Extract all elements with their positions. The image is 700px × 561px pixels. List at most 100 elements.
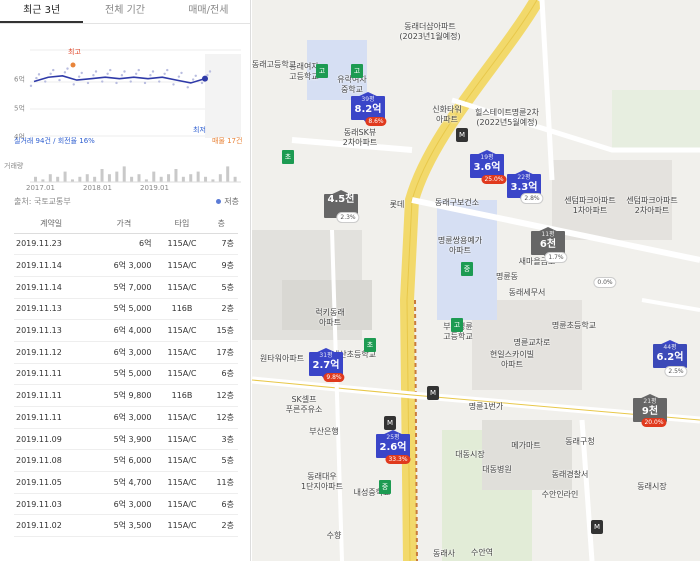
map-label[interactable]: 동래더샵아파트 (2023년1월예정) <box>399 22 461 41</box>
volume-bar <box>159 176 163 182</box>
col-price[interactable]: 가격 <box>88 214 160 234</box>
map-label[interactable]: 동래구청 <box>565 437 595 446</box>
map-label[interactable]: 동래여자 고등학교 <box>289 62 319 81</box>
price-cell: 6억 3,000 <box>88 493 160 516</box>
map-label[interactable]: 부산은행 <box>309 427 339 436</box>
deal-point <box>63 71 67 74</box>
apartment-price-marker[interactable]: 39평 8.2억 <box>351 92 385 125</box>
map-label[interactable]: 센텀파크아파트 2차아파트 <box>626 196 678 215</box>
subway-icon[interactable]: M <box>591 520 603 534</box>
school-icon[interactable]: 초 <box>364 338 376 352</box>
type-cell: 115A/C <box>159 471 205 494</box>
type-cell: 115A/C <box>159 319 205 342</box>
col-contract-date[interactable]: 계약일 <box>14 214 89 234</box>
floor-cell: 5층 <box>204 276 238 299</box>
map-label[interactable]: 동래시장 <box>637 482 667 491</box>
map-label[interactable]: 현일스카이빌 아파트 <box>489 350 535 369</box>
school-icon[interactable]: 고 <box>351 64 363 78</box>
apartment-price-marker[interactable]: 31평 2.7억 <box>309 348 343 381</box>
map-label[interactable]: 동래세무서 <box>508 288 546 297</box>
listing-range-box <box>205 54 241 138</box>
building-block <box>552 160 672 240</box>
contract-date-cell: 2019.11.05 <box>14 471 89 494</box>
school-icon[interactable]: 고 <box>451 318 463 332</box>
map-label[interactable]: 대동병원 <box>482 465 512 474</box>
table-row[interactable]: 2019.11.09 5억 3,900 115A/C 3층 <box>14 428 238 451</box>
map-label[interactable]: 명륜교차로 <box>513 338 551 347</box>
table-row[interactable]: 2019.11.11 5억 9,800 116B 12층 <box>14 384 238 407</box>
map-label[interactable]: 동래사 <box>432 549 456 558</box>
map-label[interactable]: 럭키동래 아파트 <box>315 308 345 327</box>
map-label[interactable]: 신화타워 아파트 <box>432 105 462 124</box>
map-label[interactable]: 수안역 <box>470 548 494 557</box>
table-row[interactable]: 2019.11.14 5억 7,000 115A/C 5층 <box>14 276 238 299</box>
table-row[interactable]: 2019.11.11 6억 3,000 115A/C 12층 <box>14 406 238 429</box>
map-label[interactable]: 내산초등학교 <box>331 350 377 359</box>
low-floor-legend: 저층 <box>216 196 239 207</box>
table-row[interactable]: 2019.11.13 5억 5,000 116B 2층 <box>14 298 238 321</box>
map-label[interactable]: 수향 <box>326 531 342 540</box>
map-view[interactable]: 동래더샵아파트 (2023년1월예정) 힐스테이트명륜2차 (2022년5월예정) … <box>252 0 700 561</box>
deal-point <box>77 75 81 78</box>
school-icon[interactable]: 초 <box>282 150 294 164</box>
volume-bar <box>130 176 134 182</box>
map-label[interactable]: 새마을금고 <box>518 257 556 266</box>
map-label[interactable]: SK셀프 푸른주유소 <box>285 395 323 414</box>
tab-recent-3-years[interactable]: 최근 3년 <box>0 0 84 23</box>
subway-icon[interactable]: M <box>456 128 468 142</box>
map-label[interactable]: 내성중학교 <box>353 488 391 497</box>
price-cell: 5억 9,800 <box>88 384 160 407</box>
road <box>539 0 555 181</box>
map-label[interactable]: 대동시장 <box>455 450 485 459</box>
tab-all-period[interactable]: 전체 기간 <box>105 5 145 16</box>
table-row[interactable]: 2019.11.23 6억 115A/C 7층 <box>14 233 238 256</box>
apartment-price-marker[interactable]: 44평 6.2억 <box>653 340 687 373</box>
map-label[interactable]: 유락여자 중학교 <box>337 75 367 94</box>
floor-cell: 6층 <box>204 493 238 516</box>
map-label[interactable]: 명륜쌍용예가 아파트 <box>437 236 483 255</box>
tab-trade-type[interactable]: 매매/전세 <box>188 5 229 16</box>
deal-point <box>143 81 147 85</box>
map-label[interactable]: 원타워아파트 <box>259 354 305 363</box>
map-label[interactable]: 롯데 <box>389 200 405 209</box>
map-label[interactable]: 명륜초등학교 <box>551 321 597 330</box>
deal-point <box>123 70 126 73</box>
map-label[interactable]: 명륜동 <box>495 272 519 281</box>
y-tick-label: 5억 <box>14 104 25 112</box>
map-label[interactable]: 동래고등학교 <box>252 60 297 69</box>
table-row[interactable]: 2019.11.11 5억 5,000 115A/C 6층 <box>14 363 238 386</box>
school-icon[interactable]: 고 <box>316 64 328 78</box>
subway-icon[interactable]: M <box>384 416 396 430</box>
school-icon[interactable]: 중 <box>379 480 391 494</box>
map-label[interactable]: 힐스테이트명륜2차 (2022년5월예정) <box>475 108 539 127</box>
table-row[interactable]: 2019.11.14 6억 3,000 115A/C 9층 <box>14 254 238 277</box>
table-row[interactable]: 2019.11.12 6억 3,000 115A/C 17층 <box>14 341 238 364</box>
school-icon[interactable]: 중 <box>461 262 473 276</box>
map-label[interactable]: 메가마트 <box>511 441 541 450</box>
table-row[interactable]: 2019.11.08 5억 6,000 115A/C 5층 <box>14 449 238 473</box>
map-label[interactable]: 동래대우 1단지아파트 <box>301 472 343 491</box>
map-label[interactable]: 동래SK뷰 2차아파트 <box>342 128 378 147</box>
map-label[interactable]: 수안인라인 <box>541 490 579 499</box>
transaction-panel: 최근 3년 전체 기간 매매/전세 6억 5억 4억 2017.01 2018.01 20… <box>0 0 251 561</box>
deal-point <box>206 74 209 77</box>
contract-date-cell: 2019.11.13 <box>14 319 89 342</box>
contract-date-cell: 2019.11.14 <box>14 254 89 277</box>
table-row[interactable]: 2019.11.03 6억 3,000 115A/C 6층 <box>14 493 238 516</box>
map-label[interactable]: 명륜1번가 <box>468 402 504 411</box>
col-floor[interactable]: 층 <box>204 214 238 234</box>
subway-icon[interactable]: M <box>427 386 439 400</box>
road <box>579 419 595 561</box>
map-label[interactable]: 센텀파크아파트 1차아파트 <box>564 196 616 215</box>
col-type[interactable]: 타입 <box>159 214 205 234</box>
table-row[interactable]: 2019.11.05 5억 4,700 115A/C 11층 <box>14 471 238 494</box>
x-tick-label: 2019.01 <box>140 184 169 190</box>
x-tick-label: 2017.01 <box>26 184 55 190</box>
table-row[interactable]: 2019.11.02 5억 3,500 115A/C 2층 <box>14 514 238 538</box>
volume-bar <box>226 166 230 182</box>
map-label[interactable]: 동래경찰서 <box>551 470 589 479</box>
map-label[interactable]: 동래구보건소 <box>434 198 480 207</box>
table-row[interactable]: 2019.11.13 6억 4,000 115A/C 15층 <box>14 319 238 342</box>
deal-point <box>92 74 95 77</box>
volume-bar <box>100 169 104 182</box>
